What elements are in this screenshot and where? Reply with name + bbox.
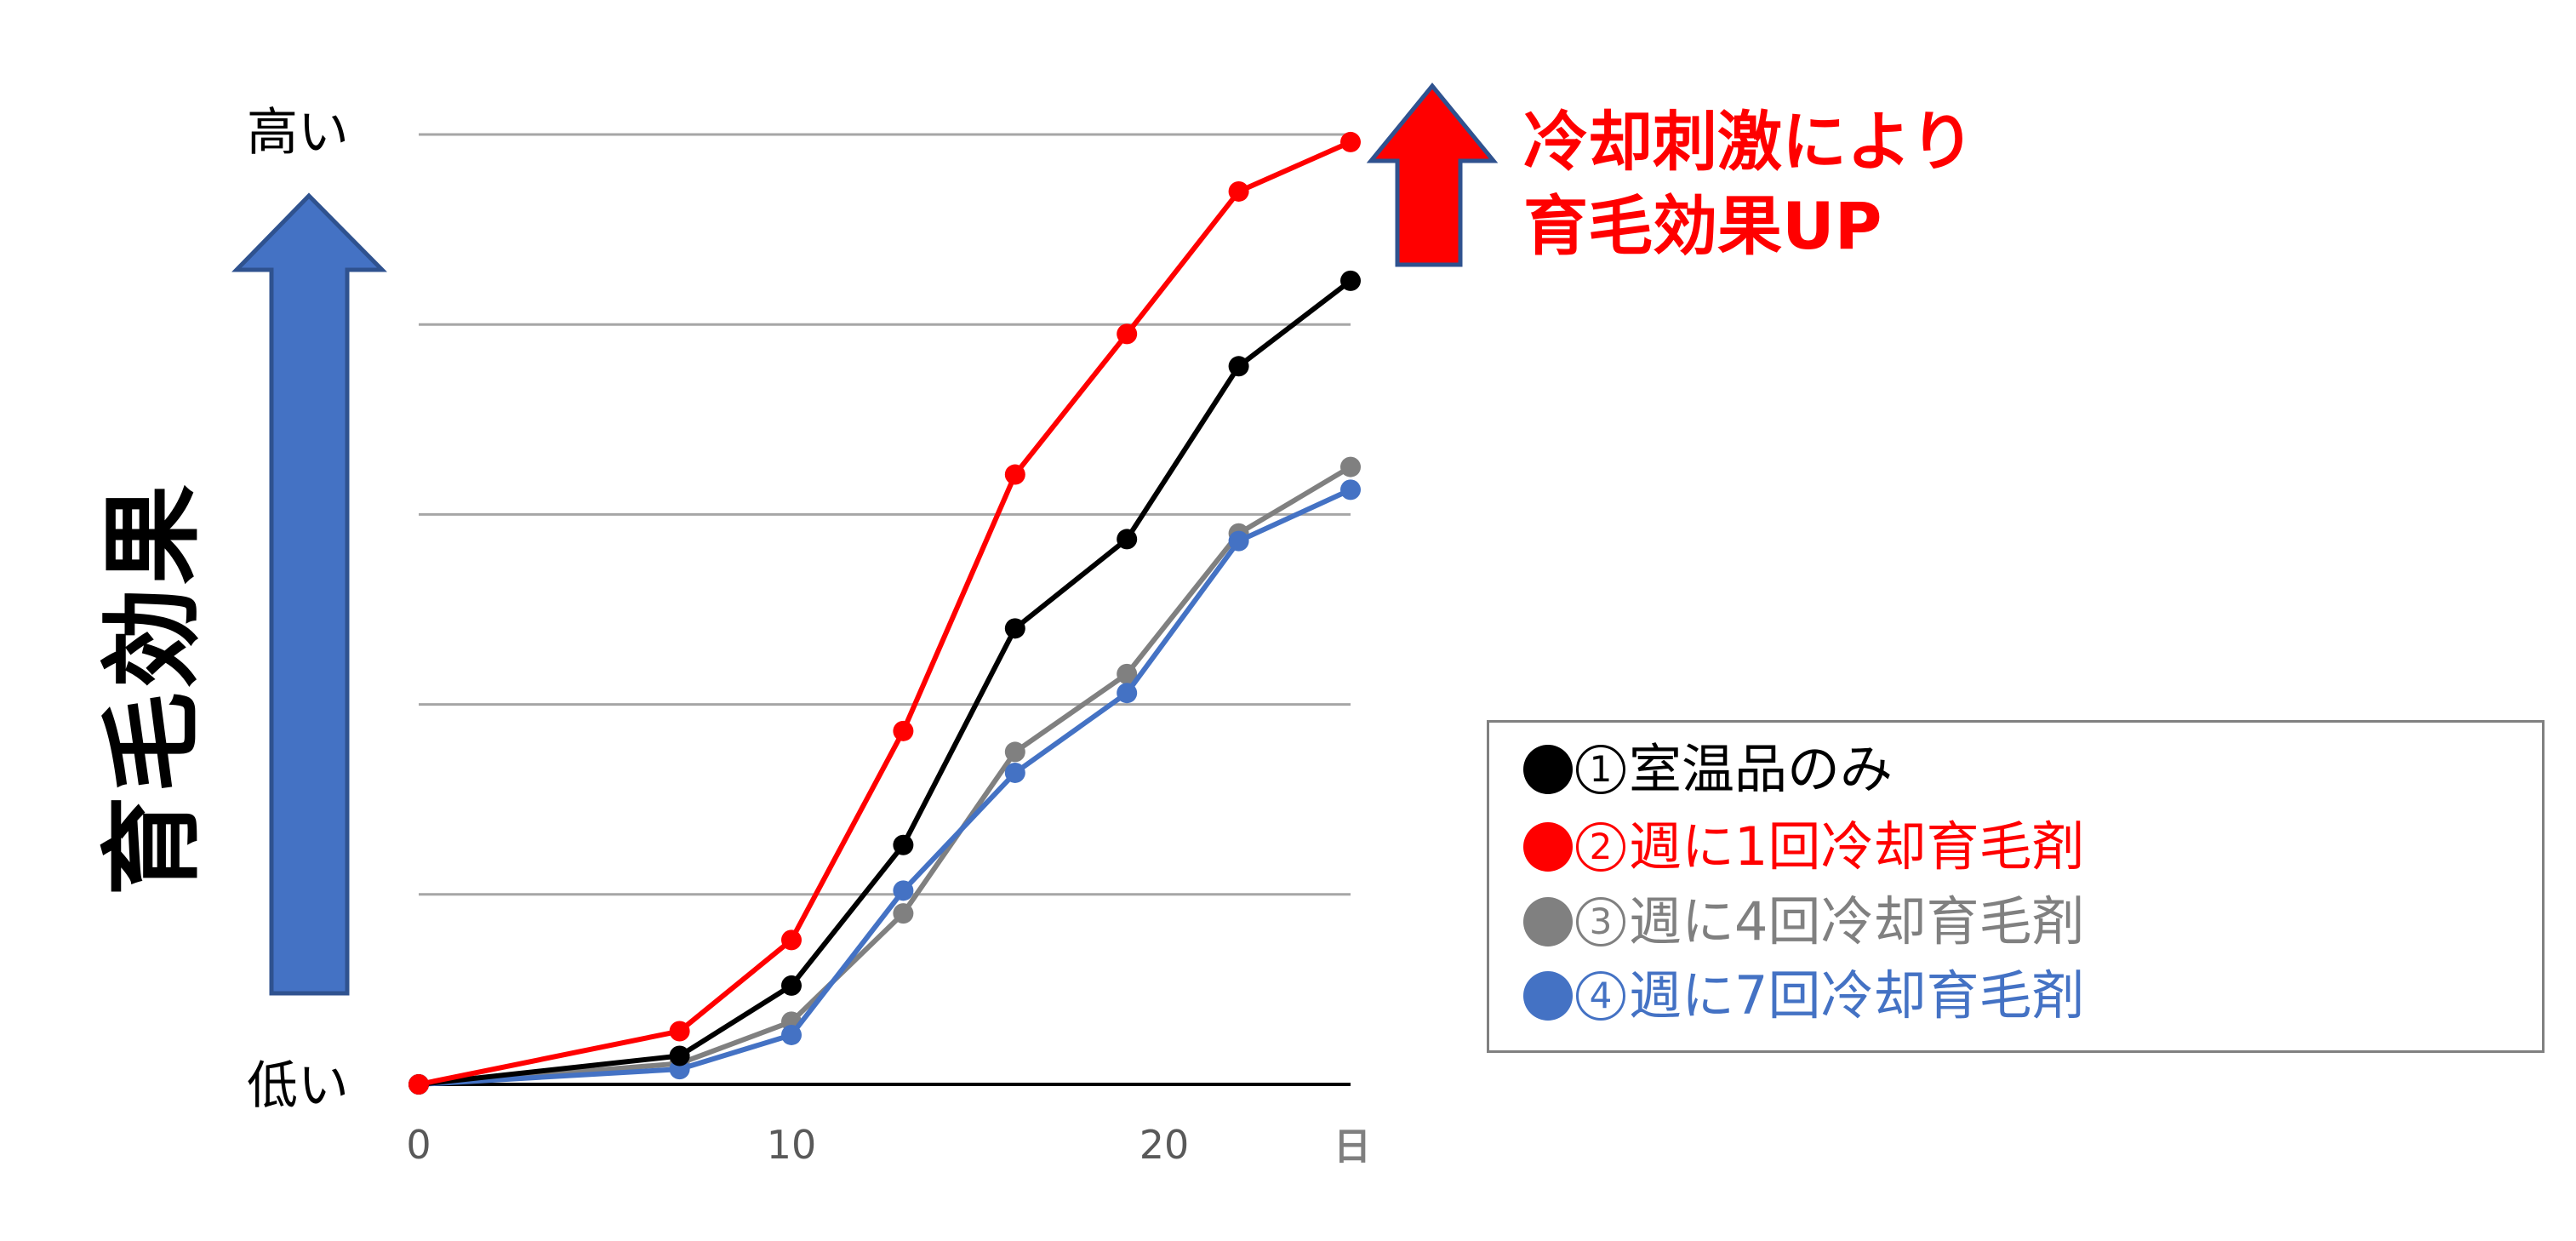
legend-label: 週に1回冷却育毛剤	[1629, 815, 2085, 878]
series-1	[408, 270, 1361, 1095]
data-point-marker	[408, 1074, 429, 1095]
legend-marker-icon	[1523, 745, 1573, 794]
annotation-line-2: 育毛効果UP	[1523, 187, 1882, 264]
data-point-marker	[1004, 762, 1025, 783]
data-point-marker	[669, 1021, 690, 1042]
data-point-marker	[1117, 683, 1138, 704]
data-point-marker	[1117, 323, 1138, 345]
data-point-marker	[893, 834, 914, 855]
y-axis-title: 育毛効果	[94, 480, 211, 897]
series-layer	[408, 131, 1361, 1095]
annotation-text: 冷却刺激により 育毛効果UP	[1523, 100, 1974, 269]
legend-item-1: 1 室温品のみ	[1523, 743, 1893, 796]
gridlines	[419, 133, 1351, 896]
blue-up-arrow-icon	[231, 192, 387, 996]
legend-marker-icon	[1523, 971, 1573, 1021]
series-3	[408, 456, 1361, 1095]
legend-label: 週に4回冷却育毛剤	[1629, 890, 2085, 952]
legend-marker-icon	[1523, 822, 1573, 872]
y-label-high: 高い	[247, 103, 349, 163]
legend-number: 2	[1576, 822, 1625, 872]
data-point-marker	[893, 880, 914, 901]
data-point-marker	[669, 1045, 690, 1067]
data-point-marker	[1004, 618, 1025, 639]
data-point-marker	[893, 903, 914, 924]
data-point-marker	[1004, 741, 1025, 763]
legend-number: 1	[1576, 745, 1625, 794]
legend-label: 室温品のみ	[1629, 738, 1893, 800]
x-axis-unit: 日	[1334, 1125, 1371, 1169]
legend-marker-icon	[1523, 897, 1573, 946]
y-label-low: 低い	[247, 1056, 349, 1116]
legend-item-3: 3 週に4回冷却育毛剤	[1523, 895, 2084, 948]
legend-label: 週に7回冷却育毛剤	[1629, 964, 2085, 1027]
data-point-marker	[1228, 530, 1249, 552]
annotation-line-1: 冷却刺激により	[1523, 104, 1975, 180]
data-point-marker	[781, 929, 802, 951]
series-2	[408, 131, 1361, 1095]
data-point-marker	[1117, 529, 1138, 550]
data-point-marker	[1340, 270, 1361, 291]
legend-number: 4	[1576, 971, 1625, 1021]
data-point-marker	[1340, 479, 1361, 500]
data-point-marker	[781, 1024, 802, 1045]
legend: 1 室温品のみ 2 週に1回冷却育毛剤 3 週に4回冷却育毛剤 4 週に7回冷却…	[1487, 720, 2545, 1053]
data-point-marker	[893, 720, 914, 741]
x-tick-20: 20	[1139, 1122, 1190, 1168]
data-point-marker	[1340, 456, 1361, 478]
series-line	[418, 487, 1352, 1087]
legend-number: 3	[1576, 897, 1625, 946]
data-point-marker	[1340, 131, 1361, 152]
legend-item-4: 4 週に7回冷却育毛剤	[1523, 969, 2084, 1022]
series-line	[418, 278, 1352, 1087]
data-point-marker	[1004, 464, 1025, 485]
data-point-marker	[1228, 356, 1249, 377]
series-line	[418, 465, 1352, 1087]
series-line	[418, 140, 1352, 1087]
legend-item-2: 2 週に1回冷却育毛剤	[1523, 821, 2084, 873]
data-point-marker	[1117, 663, 1138, 684]
data-point-marker	[1228, 180, 1249, 202]
red-up-arrow-icon	[1366, 83, 1499, 267]
series-4	[408, 479, 1361, 1095]
data-point-marker	[781, 975, 802, 996]
x-tick-10: 10	[766, 1122, 817, 1168]
x-tick-0: 0	[406, 1122, 431, 1168]
